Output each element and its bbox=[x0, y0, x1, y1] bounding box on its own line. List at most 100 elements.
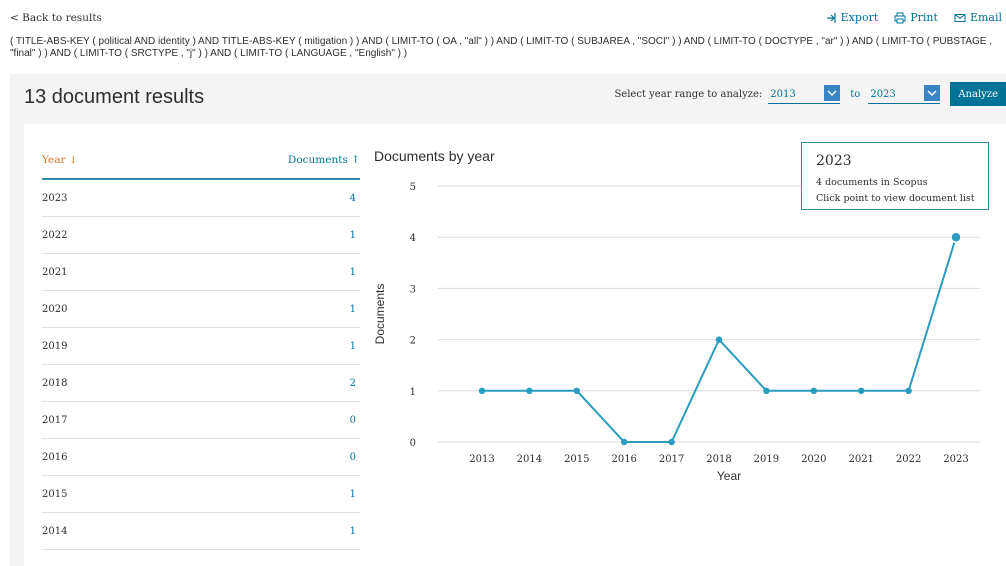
table-row: 2017 0 bbox=[42, 402, 360, 439]
row-year: 2023 bbox=[42, 193, 68, 204]
x-tick-label: 2018 bbox=[706, 454, 731, 465]
table-row: 2020 1 bbox=[42, 291, 360, 328]
year-from-value: 2013 bbox=[770, 88, 796, 100]
row-count-link[interactable]: 0 bbox=[349, 452, 356, 463]
x-tick-label: 2023 bbox=[943, 454, 968, 465]
x-tick-label: 2015 bbox=[564, 454, 589, 465]
tooltip-year: 2023 bbox=[816, 153, 852, 169]
chevron-down-icon[interactable] bbox=[824, 84, 841, 101]
x-tick-label: 2014 bbox=[517, 454, 542, 465]
results-card: Year ↓ Documents ↑ 2023 4 2022 1 2021 1 2020 1 2… bbox=[24, 124, 1006, 566]
page-title: 13 document results bbox=[24, 86, 205, 108]
row-year: 2019 bbox=[42, 341, 68, 352]
x-tick-label: 2013 bbox=[469, 454, 494, 465]
table-row: 2021 1 bbox=[42, 254, 360, 291]
row-year: 2014 bbox=[42, 526, 68, 537]
chevron-down-icon[interactable] bbox=[924, 84, 941, 101]
data-point[interactable] bbox=[858, 387, 865, 394]
row-year: 2021 bbox=[42, 267, 68, 278]
search-query-text: ( TITLE-ABS-KEY ( political AND identity… bbox=[10, 36, 993, 59]
arrow-down-icon: ↓ bbox=[68, 154, 78, 166]
documents-by-year-chart: 0 1 2 3 4 5 2013 2014 2015 2016 2017 2018 2019 2020 20… bbox=[373, 182, 980, 483]
tooltip-hint: Click point to view document list bbox=[816, 193, 975, 204]
action-links: Export Print Email bbox=[825, 11, 1002, 24]
table-row: 2016 0 bbox=[42, 439, 360, 476]
year-from-select[interactable]: 2013 bbox=[768, 84, 841, 104]
y-tick-label: 2 bbox=[410, 336, 416, 347]
table-body: 2023 4 2022 1 2021 1 2020 1 2019 1 2018 2 2017 0 2016 0… bbox=[42, 180, 360, 550]
row-count-link[interactable]: 1 bbox=[349, 267, 356, 278]
row-year: 2017 bbox=[42, 415, 68, 426]
x-tick-label: 2020 bbox=[801, 454, 826, 465]
analyze-button[interactable]: Analyze bbox=[950, 82, 1006, 106]
y-tick-label: 3 bbox=[410, 284, 416, 295]
documents-table: Year ↓ Documents ↑ 2023 4 2022 1 2021 1 2020 1 2… bbox=[42, 148, 360, 550]
chart-tooltip: 2023 4 documents in Scopus Click point t… bbox=[801, 142, 989, 210]
row-count-link[interactable]: 1 bbox=[349, 304, 356, 315]
data-point[interactable] bbox=[810, 387, 817, 394]
row-count-link[interactable]: 4 bbox=[349, 193, 356, 204]
email-icon bbox=[954, 13, 966, 22]
year-sort-header[interactable]: Year ↓ bbox=[42, 154, 78, 166]
export-icon bbox=[826, 12, 836, 23]
year-to-select[interactable]: 2023 bbox=[868, 84, 941, 104]
data-point[interactable] bbox=[950, 231, 962, 243]
export-label: Export bbox=[840, 11, 879, 24]
arrow-up-icon: ↑ bbox=[351, 154, 360, 166]
print-icon bbox=[894, 12, 906, 23]
row-count-link[interactable]: 0 bbox=[349, 415, 356, 426]
row-year: 2018 bbox=[42, 378, 68, 389]
x-tick-label: 2016 bbox=[611, 454, 636, 465]
table-row: 2022 1 bbox=[42, 217, 360, 254]
y-tick-label: 0 bbox=[410, 438, 416, 449]
table-row: 2019 1 bbox=[42, 328, 360, 365]
y-tick-label: 4 bbox=[410, 233, 416, 244]
tooltip-count: 4 documents in Scopus bbox=[816, 177, 928, 188]
top-bar: < Back to results Export Print Email ( T… bbox=[0, 0, 1006, 72]
x-tick-label: 2021 bbox=[848, 454, 873, 465]
table-header: Year ↓ Documents ↑ bbox=[42, 148, 360, 180]
row-count-link[interactable]: 1 bbox=[349, 230, 356, 241]
print-label: Print bbox=[910, 11, 938, 24]
row-year: 2016 bbox=[42, 452, 68, 463]
year-to-value: 2023 bbox=[870, 88, 896, 100]
row-count-link[interactable]: 1 bbox=[349, 341, 356, 352]
row-count-link[interactable]: 1 bbox=[349, 489, 356, 500]
data-point[interactable] bbox=[526, 387, 533, 394]
x-axis-label: Year bbox=[717, 469, 741, 483]
print-button[interactable]: Print bbox=[894, 11, 938, 24]
x-tick-label: 2017 bbox=[659, 454, 684, 465]
row-count-link[interactable]: 1 bbox=[349, 526, 356, 537]
chart-title: Documents by year bbox=[374, 148, 495, 164]
data-point[interactable] bbox=[715, 336, 723, 343]
y-tick-label: 5 bbox=[410, 182, 416, 193]
data-point[interactable] bbox=[478, 387, 486, 394]
year-header-label: Year bbox=[42, 154, 66, 166]
x-tick-label: 2019 bbox=[754, 454, 779, 465]
table-row: 2018 2 bbox=[42, 365, 360, 402]
x-tick-label: 2022 bbox=[896, 454, 921, 465]
table-row: 2023 4 bbox=[42, 180, 360, 217]
year-range-selector: Select year range to analyze: 2013 to 20… bbox=[614, 82, 1006, 106]
data-point[interactable] bbox=[763, 387, 770, 394]
email-label: Email bbox=[969, 11, 1002, 24]
table-row: 2014 1 bbox=[42, 513, 360, 550]
documents-header-label: Documents bbox=[287, 154, 348, 166]
y-axis-label: Documents bbox=[373, 284, 387, 345]
row-year: 2015 bbox=[42, 489, 68, 500]
row-year: 2020 bbox=[42, 304, 68, 315]
email-button[interactable]: Email bbox=[954, 11, 1002, 24]
year-range-label: Select year range to analyze: bbox=[614, 88, 763, 100]
data-point[interactable] bbox=[573, 387, 580, 394]
row-year: 2022 bbox=[42, 230, 68, 241]
documents-sort-header[interactable]: Documents ↑ bbox=[288, 154, 360, 166]
to-label: to bbox=[850, 88, 861, 100]
analysis-panel: 13 document results Select year range to… bbox=[10, 74, 1006, 566]
y-tick-label: 1 bbox=[410, 387, 416, 398]
data-point[interactable] bbox=[621, 438, 628, 446]
row-count-link[interactable]: 2 bbox=[349, 378, 356, 389]
back-to-results-link[interactable]: < Back to results bbox=[10, 12, 102, 24]
data-point[interactable] bbox=[668, 438, 675, 446]
data-point[interactable] bbox=[905, 387, 912, 394]
export-button[interactable]: Export bbox=[825, 11, 879, 24]
